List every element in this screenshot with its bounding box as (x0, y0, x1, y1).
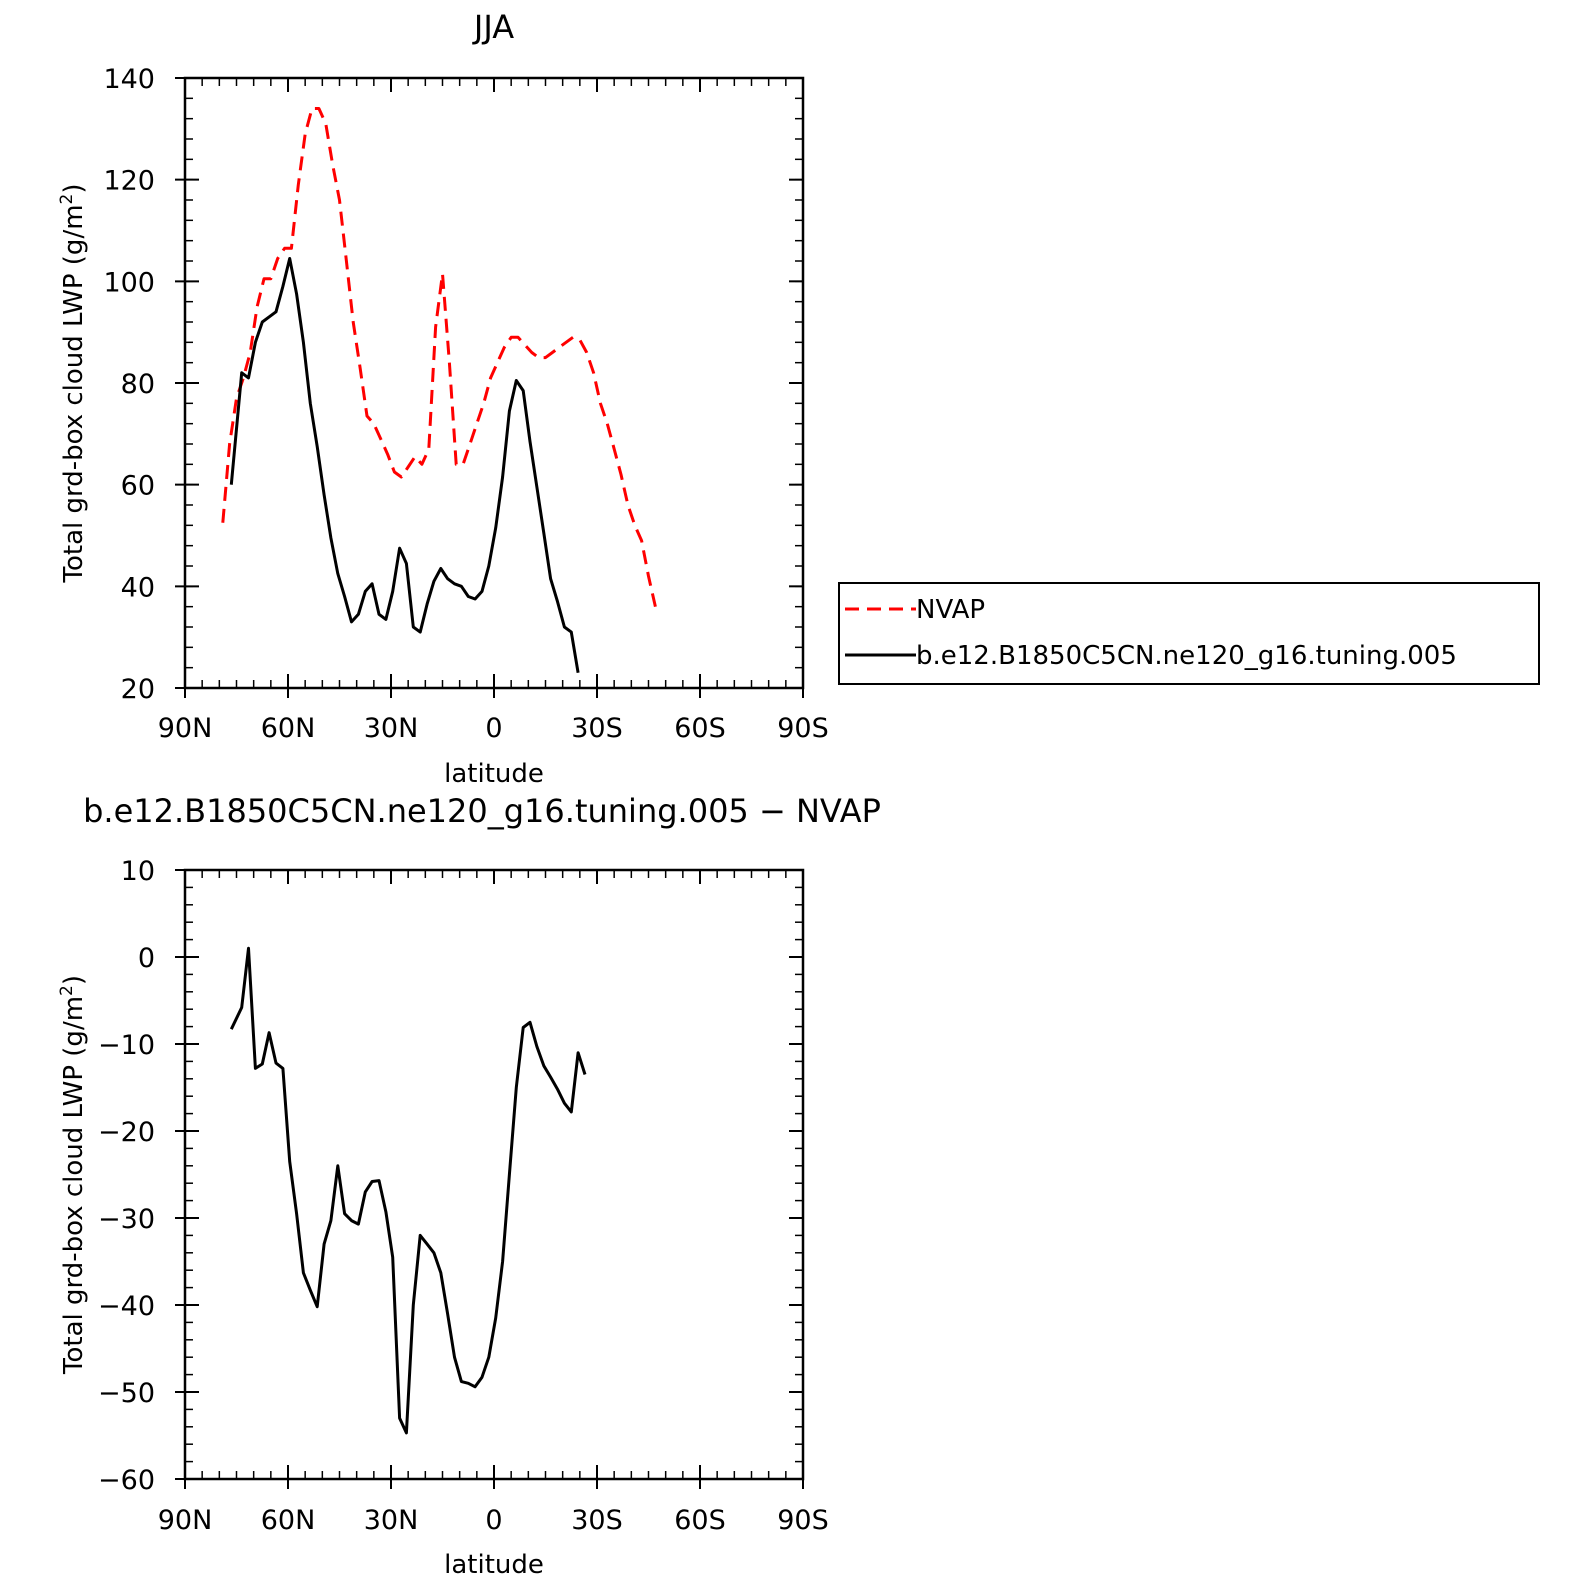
series-difference (229, 946, 587, 1435)
y-axis-label: Total grd-box cloud LWP (g/m2) (57, 183, 89, 583)
legend-label: b.e12.B1850C5CN.ne120_g16.tuning.005 (916, 641, 1457, 671)
x-tick-label: 90S (777, 1505, 829, 1536)
x-tick-label: 90N (158, 713, 213, 744)
y-axis-label-main: Total grd-box cloud LWP (g/m (59, 204, 89, 583)
series-line (229, 946, 587, 1435)
y-tick-label: 140 (103, 64, 155, 95)
y-tick-label: −30 (98, 1204, 155, 1235)
y-axis-label-superscript: 2 (57, 985, 77, 996)
series-nvap (221, 107, 657, 608)
chart-title: b.e12.B1850C5CN.ne120_g16.tuning.005 − N… (83, 792, 881, 830)
series-line (229, 257, 580, 674)
x-tick-label: 30N (364, 1505, 419, 1536)
x-tick-label: 60N (261, 713, 316, 744)
x-tick-label: 90S (777, 713, 829, 744)
y-tick-label: −60 (98, 1465, 155, 1496)
y-tick-label: −20 (98, 1117, 155, 1148)
y-axis-label: Total grd-box cloud LWP (g/m2) (57, 975, 89, 1375)
y-axis-label-superscript: 2 (57, 194, 77, 205)
y-tick-label: 100 (103, 267, 155, 298)
y-tick-label: 80 (121, 369, 155, 400)
plot-frame (183, 76, 805, 690)
y-tick-label: 10 (121, 856, 155, 887)
chart-title: JJA (472, 8, 514, 46)
x-tick-label: 60S (674, 1505, 726, 1536)
x-tick-label: 30S (571, 1505, 623, 1536)
y-axis-label-close: ) (59, 183, 89, 193)
y-tick-label: −50 (98, 1378, 155, 1409)
legend-label: NVAP (916, 595, 985, 625)
y-tick-label: 40 (121, 572, 155, 603)
legend: NVAP b.e12.B1850C5CN.ne120_g16.tuning.005 (838, 582, 1540, 685)
y-tick-label: 0 (138, 943, 155, 974)
y-tick-label: 20 (121, 674, 155, 705)
y-tick-label: 60 (121, 471, 155, 502)
x-axis-label: latitude (444, 759, 544, 789)
x-tick-label: 0 (485, 713, 502, 744)
chart-panel-1: JJA 90N 60N 30N 0 30S 60S 90S 20 40 60 80 100 120 140 l… (57, 8, 829, 789)
x-axis-label: latitude (444, 1550, 544, 1580)
x-tick-label: 60S (674, 713, 726, 744)
chart-panel-2: b.e12.B1850C5CN.ne120_g16.tuning.005 − N… (57, 792, 881, 1580)
x-tick-label: 30S (571, 713, 623, 744)
y-axis-label-main: Total grd-box cloud LWP (g/m (59, 996, 89, 1375)
legend-box (838, 582, 1540, 685)
y-tick-label: −10 (98, 1030, 155, 1061)
plot-frame (183, 868, 805, 1481)
y-tick-label: 120 (103, 166, 155, 197)
x-tick-label: 30N (364, 713, 419, 744)
x-tick-label: 60N (261, 1505, 316, 1536)
x-tick-label: 0 (485, 1505, 502, 1536)
x-tick-label: 90N (158, 1505, 213, 1536)
series-b-e12-b1850c5cn-ne120-g16-tuning-005 (229, 257, 580, 674)
series-line (221, 107, 657, 608)
y-tick-label: −40 (98, 1291, 155, 1322)
y-axis-label-close: ) (59, 975, 89, 985)
